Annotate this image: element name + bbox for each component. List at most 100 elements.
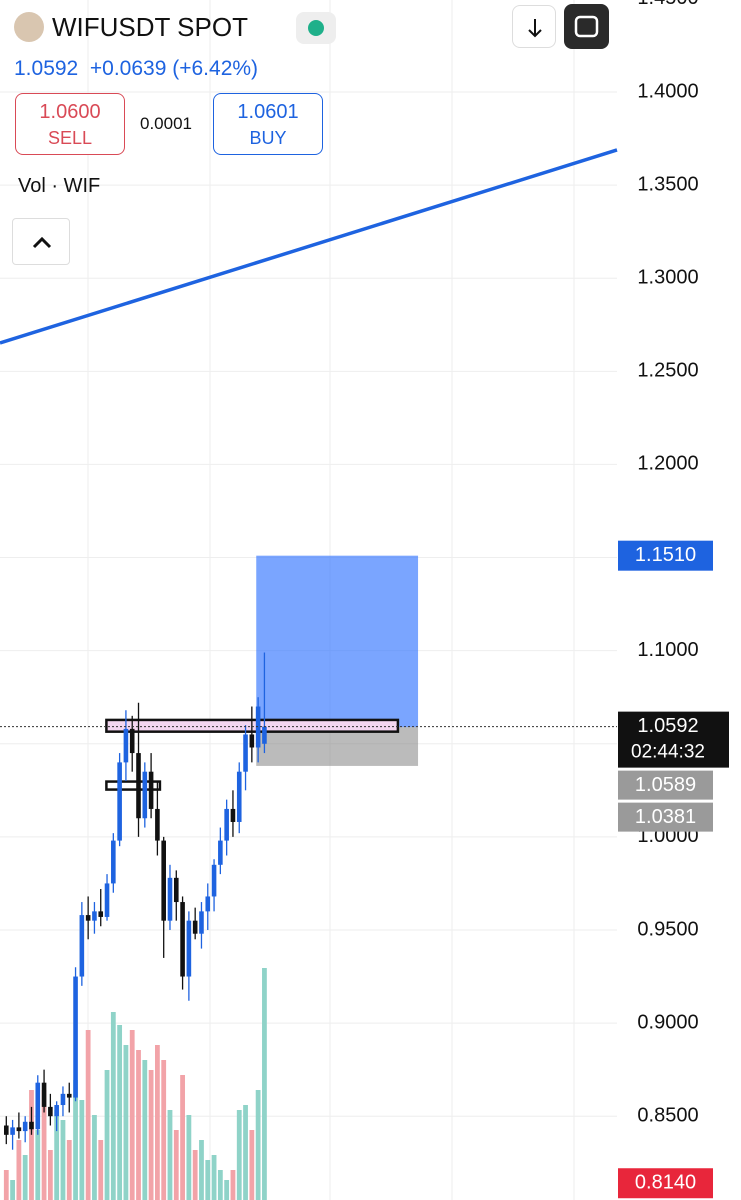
volume-bar bbox=[35, 1130, 41, 1200]
volume-bar bbox=[129, 1030, 135, 1200]
candle-body bbox=[236, 771, 242, 822]
level-badge: 1.0381 bbox=[618, 802, 713, 832]
fullscreen-icon bbox=[574, 15, 599, 38]
candle-body bbox=[167, 877, 173, 921]
candle-body bbox=[224, 808, 229, 841]
volume-bar bbox=[41, 1090, 47, 1200]
last-badge: 1.0592 02:44:32 bbox=[618, 711, 729, 768]
candle-body bbox=[136, 753, 141, 819]
volume-bar bbox=[73, 1080, 78, 1200]
buy-label: BUY bbox=[249, 128, 287, 148]
volume-bar bbox=[255, 1090, 261, 1200]
y-tick-label: 1.2000 bbox=[637, 453, 698, 475]
candle-body bbox=[22, 1121, 28, 1132]
y-tick-label: 0.9500 bbox=[637, 918, 698, 940]
sell-price: 1.0600 bbox=[39, 101, 101, 123]
volume-bar bbox=[110, 1012, 116, 1200]
candle-body bbox=[129, 728, 135, 754]
volume-bar bbox=[217, 1170, 223, 1200]
volume-bar bbox=[211, 1155, 217, 1200]
volume-bar bbox=[92, 1115, 97, 1200]
candle-body bbox=[173, 877, 179, 903]
y-tick-label: 1.3000 bbox=[637, 266, 698, 288]
indicator-label: Vol · WIF bbox=[18, 175, 101, 197]
y-tick-label: 1.2500 bbox=[637, 360, 698, 382]
y-tick-label: 1.3500 bbox=[637, 173, 698, 195]
y-tick-label: 1.4500 bbox=[637, 0, 698, 9]
volume-bar bbox=[148, 1070, 154, 1200]
volume-bar bbox=[161, 1060, 167, 1200]
fullscreen-button[interactable] bbox=[564, 4, 609, 49]
volume-bar bbox=[249, 1130, 255, 1200]
volume-bar bbox=[154, 1045, 160, 1200]
candle-body bbox=[3, 1125, 9, 1135]
volume-bar bbox=[243, 1105, 248, 1200]
last-price: 1.0592 bbox=[14, 57, 79, 80]
last-badge-bg bbox=[618, 711, 729, 768]
y-tick-label: 1.4000 bbox=[637, 80, 698, 102]
volume-bar bbox=[224, 1180, 230, 1200]
download-button[interactable] bbox=[512, 5, 556, 48]
candle-body bbox=[161, 840, 166, 921]
candle-body bbox=[123, 728, 129, 763]
candle-body bbox=[255, 706, 261, 748]
last-badge-label: 1.0592 bbox=[637, 715, 698, 737]
volume-bar bbox=[142, 1060, 148, 1200]
trend-line bbox=[0, 148, 618, 345]
candle-body bbox=[35, 1082, 41, 1130]
candle-body bbox=[230, 808, 236, 822]
volume-bar bbox=[167, 1110, 173, 1200]
volume-bar bbox=[186, 1115, 192, 1200]
candle-body bbox=[104, 883, 110, 917]
volume-bar bbox=[104, 1070, 110, 1200]
volume-bar bbox=[3, 1170, 9, 1200]
candle-body bbox=[29, 1121, 34, 1130]
volume-bar bbox=[22, 1155, 28, 1200]
low-badge-bg bbox=[618, 1168, 713, 1199]
volume-bar bbox=[47, 1150, 53, 1200]
candle-body bbox=[98, 911, 104, 917]
candle-body bbox=[205, 896, 211, 912]
candle-body bbox=[54, 1105, 59, 1117]
volume-bar bbox=[236, 1110, 242, 1200]
candle-body bbox=[199, 911, 204, 934]
buy-price: 1.0601 bbox=[237, 101, 299, 123]
buy-button[interactable]: 1.0601 BUY bbox=[213, 93, 323, 155]
price-line: 1.0592 +0.0639 (+6.42%) bbox=[14, 57, 258, 81]
status-button[interactable] bbox=[296, 12, 336, 44]
candle-body bbox=[16, 1127, 22, 1132]
coin-icon bbox=[14, 12, 44, 42]
symbol-title[interactable]: WIFUSDT SPOT bbox=[52, 12, 248, 42]
candle-body bbox=[186, 920, 192, 977]
candle-body bbox=[192, 920, 198, 934]
candle-body bbox=[79, 915, 85, 977]
candle-body bbox=[66, 1093, 72, 1098]
sell-button[interactable]: 1.0600 SELL bbox=[15, 93, 125, 155]
volume-bar bbox=[66, 1140, 72, 1200]
target-badge-bg bbox=[618, 540, 713, 571]
volume-bar bbox=[117, 1025, 123, 1200]
candle-body bbox=[249, 734, 255, 748]
collapse-button[interactable] bbox=[12, 218, 70, 265]
candle-body bbox=[148, 771, 154, 809]
volume-bar bbox=[230, 1170, 236, 1200]
volume-bar bbox=[262, 968, 267, 1200]
volume-bar bbox=[199, 1140, 204, 1200]
low-badge-label: 0.8140 bbox=[635, 1172, 696, 1194]
candle-body bbox=[155, 808, 160, 841]
candle-body bbox=[262, 726, 267, 744]
target-badge-label: 1.1510 bbox=[635, 544, 696, 566]
volume-bar bbox=[192, 1150, 198, 1200]
y-tick-label: 0.8500 bbox=[637, 1104, 698, 1126]
candle-body bbox=[218, 840, 223, 865]
volume-bar bbox=[16, 1140, 22, 1200]
candle-body bbox=[243, 734, 248, 772]
candle-body bbox=[142, 771, 148, 819]
candle-body bbox=[117, 762, 122, 841]
level-badge-label: 1.0381 bbox=[635, 806, 696, 828]
level-badge-bg bbox=[618, 770, 713, 800]
volume-bar bbox=[180, 1075, 185, 1200]
change: +0.0639 bbox=[89, 57, 167, 80]
